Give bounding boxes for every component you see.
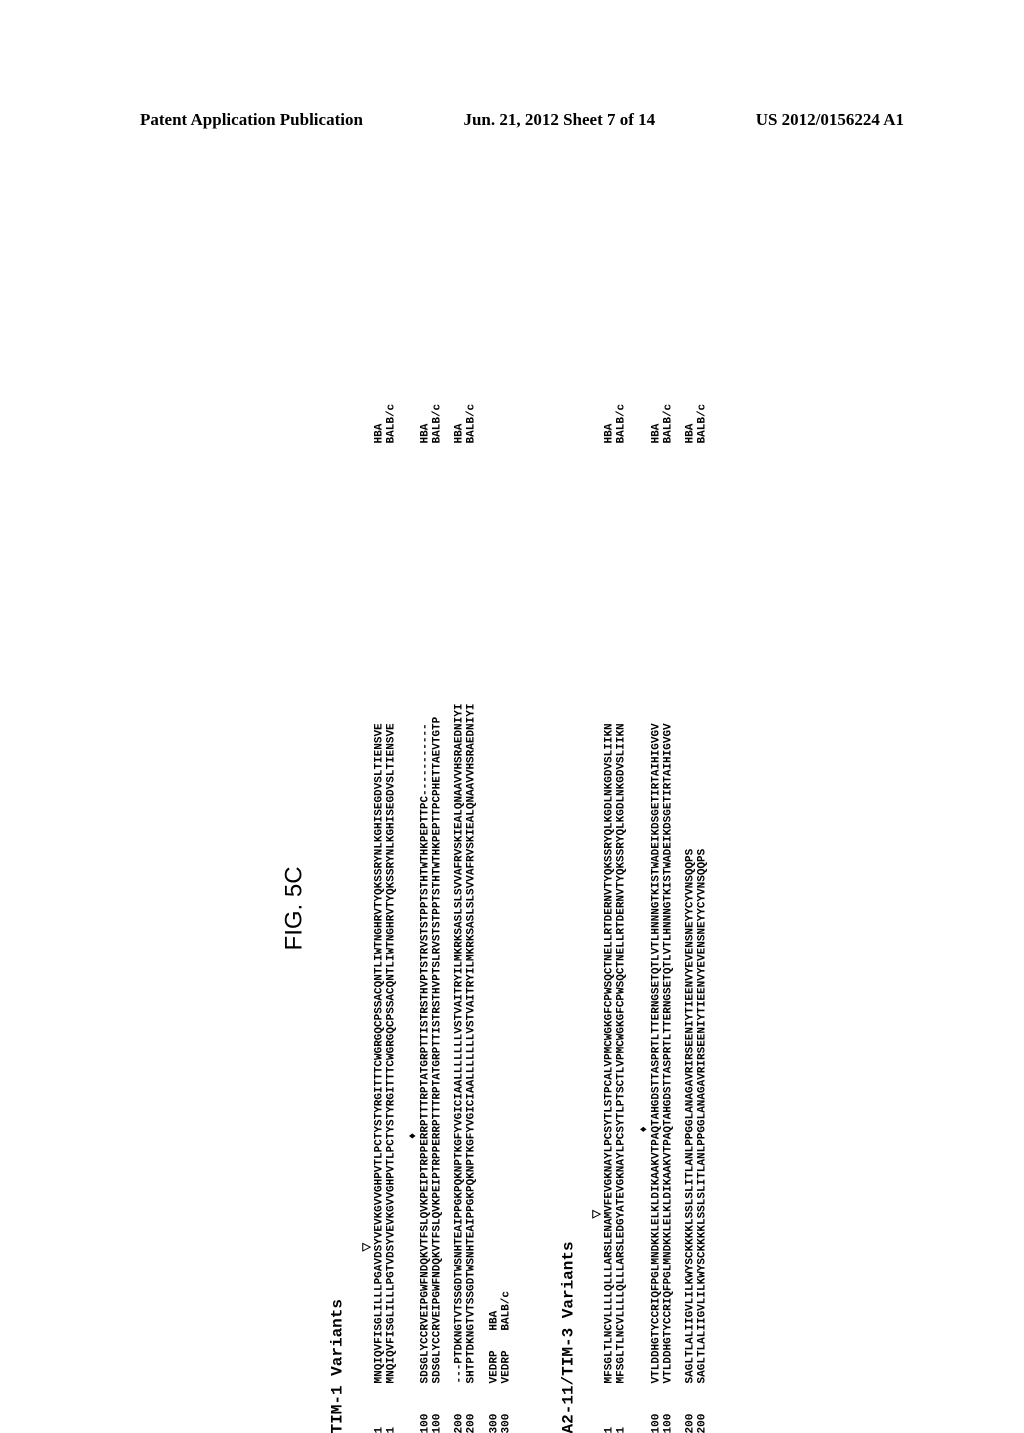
sequence-row: 100SDSGLYCCRVEIPGWFNDQKVTFSLQVKPEIPTRPPE… [432, 383, 444, 1433]
sequence: VEDRP HBA [488, 383, 500, 1383]
section1-alignment: ▽1MNQIQVFISGLILLLPGAVDSYVEVKGVVGHPVTLPCT… [362, 383, 513, 1433]
sequence: VTLDDHGTYCCRIQFPGLMNDKKLELKLDIKAAKVTPAQT… [650, 443, 662, 1383]
header-right: US 2012/0156224 A1 [756, 110, 904, 130]
sequence: SHTPTDKNGTVTSSGDTWSNHTEAIPPGKPQKNPTKGFYV… [466, 443, 478, 1383]
sequence: SDSGLYCCRVEIPGWFNDQKVTFSLQVKPEIPTRPPERRP… [420, 443, 432, 1383]
sequence-block: 300VEDRP HBA300VEDRP BALB/c [488, 383, 512, 1433]
sequence-block: 200---PTDKNGTVTSSGDTWSNHTEAIPPGKPQKNPTKG… [454, 383, 478, 1433]
sequence: SAGLTLALIIGVLILKWYSCKKKKLSSLSLITLANLPPGG… [696, 443, 708, 1383]
section1-title: TIM-1 Variants [330, 383, 348, 1433]
sequence: MFSGLTLNCVLLLLQLLLARSLEDGYATEVGKNAYLPCSY… [616, 443, 628, 1383]
sequence-row: 1MNQIQVFISGLILLLPGAVDSYVEVKGVVGHPVTLPCTY… [374, 383, 386, 1433]
position: 1 [386, 1383, 398, 1433]
sequence-row: 200---PTDKNGTVTSSGDTWSNHTEAIPPGKPQKNPTKG… [454, 383, 466, 1433]
position: 200 [696, 1383, 708, 1433]
strain-label: BALB/c [696, 383, 708, 443]
sequence: MFSGLTLNCVLLLLQLLLARSLENAMVFEVGKNAYLPCSY… [604, 443, 616, 1383]
marker-row: ▽ [362, 383, 374, 1433]
page-header: Patent Application Publication Jun. 21, … [140, 110, 904, 130]
strain-label: BALB/c [662, 383, 674, 443]
position: 200 [454, 1383, 466, 1433]
sequence-row: 300VEDRP BALB/c [500, 383, 512, 1433]
sequence-row: 1MFSGLTLNCVLLLLQLLLARSLENAMVFEVGKNAYLPCS… [604, 383, 616, 1433]
figure-label: FIG. 5C [282, 383, 308, 1433]
position: 100 [650, 1383, 662, 1433]
sequence-row: 100SDSGLYCCRVEIPGWFNDQKVTFSLQVKPEIPTRPPE… [420, 383, 432, 1433]
strain-label: HBA [684, 383, 696, 443]
strain-label: BALB/c [386, 383, 398, 443]
sequence: SAGLTLALIIGVLILKWYSCKKKKLSSLSLITLANLPPGG… [684, 443, 696, 1383]
position: 100 [420, 1383, 432, 1433]
position: 1 [374, 1383, 386, 1433]
sequence-block: ♦100SDSGLYCCRVEIPGWFNDQKVTFSLQVKPEIPTRPP… [408, 383, 444, 1433]
strain-label: HBA [454, 383, 466, 443]
strain-label: BALB/c [432, 383, 444, 443]
sequence-row: 100VTLDDHGTYCCRIQFPGLMNDKKLELKLDIKAAKVTP… [662, 383, 674, 1433]
header-left: Patent Application Publication [140, 110, 363, 130]
marker-row: ♦ [408, 383, 420, 1433]
strain-label: HBA [374, 383, 386, 443]
sequence: VEDRP BALB/c [500, 383, 512, 1383]
sequence: SDSGLYCCRVEIPGWFNDQKVTFSLQVKPEIPTRPPERRP… [432, 443, 444, 1383]
header-center: Jun. 21, 2012 Sheet 7 of 14 [463, 110, 655, 130]
sequence-block: ▽1MNQIQVFISGLILLLPGAVDSYVEVKGVVGHPVTLPCT… [362, 383, 398, 1433]
sequence-block: ▽1MFSGLTLNCVLLLLQLLLARSLENAMVFEVGKNAYLPC… [592, 383, 628, 1433]
position: 100 [432, 1383, 444, 1433]
position: 100 [662, 1383, 674, 1433]
sequence-row: 300VEDRP HBA [488, 383, 500, 1433]
position: 1 [604, 1383, 616, 1433]
sequence-row: 200SAGLTLALIIGVLILKWYSCKKKKLSSLSLITLANLP… [696, 383, 708, 1433]
section2-title: A2-11/TIM-3 Variants [560, 383, 578, 1433]
position: 300 [488, 1383, 500, 1433]
sequence: MNQIQVFISGLILLLPGTVDSYVEVKGVVGHPVTLPCTYS… [386, 443, 398, 1383]
figure-content: FIG. 5C TIM-1 Variants ▽1MNQIQVFISGLILLL… [282, 383, 719, 1433]
sequence-row: 1MNQIQVFISGLILLLPGTVDSYVEVKGVVGHPVTLPCTY… [386, 383, 398, 1433]
position: 200 [466, 1383, 478, 1433]
sequence: MNQIQVFISGLILLLPGAVDSYVEVKGVVGHPVTLPCTYS… [374, 443, 386, 1383]
sequence-block: 200SAGLTLALIIGVLILKWYSCKKKKLSSLSLITLANLP… [684, 383, 708, 1433]
sequence-row: 200SAGLTLALIIGVLILKWYSCKKKKLSSLSLITLANLP… [684, 383, 696, 1433]
strain-label: BALB/c [616, 383, 628, 443]
sequence: ---PTDKNGTVTSSGDTWSNHTEAIPPGKPQKNPTKGFYV… [454, 443, 466, 1383]
strain-label: HBA [604, 383, 616, 443]
strain-label: BALB/c [466, 383, 478, 443]
sequence-row: 100VTLDDHGTYCCRIQFPGLMNDKKLELKLDIKAAKVTP… [650, 383, 662, 1433]
marker-row: ♦ [638, 383, 650, 1433]
position: 300 [500, 1383, 512, 1433]
sequence-row: 200SHTPTDKNGTVTSSGDTWSNHTEAIPPGKPQKNPTKG… [466, 383, 478, 1433]
strain-label: HBA [420, 383, 432, 443]
sequence: VTLDDHGTYCCRIQFPGLMNDKKLELKLDIKAAKVTPAQT… [662, 443, 674, 1383]
marker-row: ▽ [592, 383, 604, 1433]
strain-label: HBA [650, 383, 662, 443]
sequence-block: ♦100VTLDDHGTYCCRIQFPGLMNDKKLELKLDIKAAKVT… [638, 383, 674, 1433]
position: 1 [616, 1383, 628, 1433]
sequence-row: 1MFSGLTLNCVLLLLQLLLARSLEDGYATEVGKNAYLPCS… [616, 383, 628, 1433]
position: 200 [684, 1383, 696, 1433]
section2-alignment: ▽1MFSGLTLNCVLLLLQLLLARSLENAMVFEVGKNAYLPC… [592, 383, 709, 1433]
